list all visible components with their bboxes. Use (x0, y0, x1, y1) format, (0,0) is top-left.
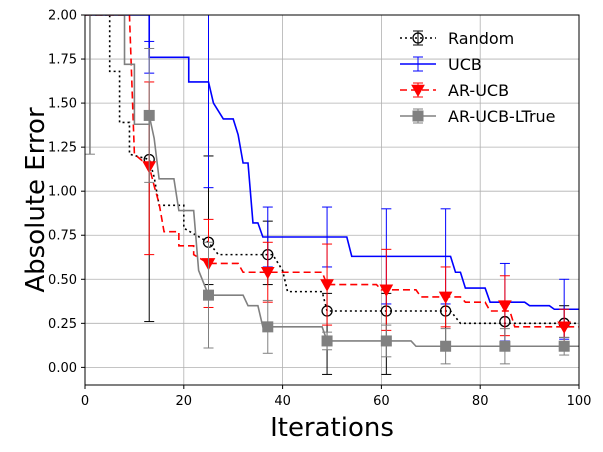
y-tick-label: 1.75 (48, 53, 77, 68)
data-point (260, 266, 275, 280)
legend-item: Random (400, 29, 514, 48)
series-ar-ucb-ltrue (85, 15, 579, 365)
plot-series (85, 15, 579, 375)
x-tick-label: 80 (472, 394, 489, 409)
legend-item: AR-UCB-LTrue (400, 107, 556, 126)
x-tick-label: 100 (567, 394, 592, 409)
y-tick-label: 1.25 (48, 141, 77, 156)
edge-error-bar (85, 15, 95, 155)
legend-label: Random (448, 29, 514, 48)
series-line (85, 15, 579, 328)
data-point (558, 340, 570, 352)
x-axis-title: Iterations (270, 413, 394, 443)
data-point (499, 340, 511, 352)
legend-item: AR-UCB (400, 81, 509, 100)
series-line (85, 15, 579, 325)
data-point (380, 335, 392, 347)
data-point (557, 321, 572, 334)
data-point (498, 300, 512, 313)
legend-label: UCB (448, 55, 482, 74)
x-tick-label: 20 (176, 394, 193, 409)
y-tick-label: 1.50 (48, 97, 77, 112)
y-tick-label: 0.00 (48, 361, 77, 376)
data-point (440, 340, 452, 352)
x-tick-label: 0 (81, 394, 89, 409)
legend-marker (412, 110, 424, 122)
data-point (379, 284, 394, 297)
series-ar-ucb (85, 15, 579, 345)
data-point (143, 109, 155, 121)
data-point (321, 335, 333, 347)
axis-ticks: 0 20 40 60 80 100 0.00 0.25 0.50 0.75 1.00 1.25 1.50… (48, 9, 591, 410)
y-axis-title: Absolute Error (21, 107, 51, 293)
series-line (85, 15, 579, 348)
x-tick-label: 40 (274, 394, 291, 409)
y-tick-label: 1.00 (48, 185, 77, 200)
legend-label: AR-UCB (448, 81, 509, 100)
y-tick-label: 0.25 (48, 317, 77, 332)
legend-label: AR-UCB-LTrue (448, 107, 556, 126)
y-tick-label: 2.00 (48, 9, 77, 24)
legend: Random UCB AR-UCB AR-UCB-LTrue (400, 29, 556, 126)
x-tick-label: 60 (373, 394, 390, 409)
data-point (262, 321, 274, 333)
plot-frame (84, 14, 580, 386)
data-point (320, 279, 334, 292)
legend-marker (411, 84, 425, 98)
data-point (203, 289, 214, 301)
legend-item: UCB (400, 55, 482, 74)
data-point (438, 291, 453, 304)
y-tick-label: 0.50 (48, 273, 77, 288)
y-tick-label: 0.75 (48, 229, 77, 244)
legend-marker (412, 32, 424, 44)
